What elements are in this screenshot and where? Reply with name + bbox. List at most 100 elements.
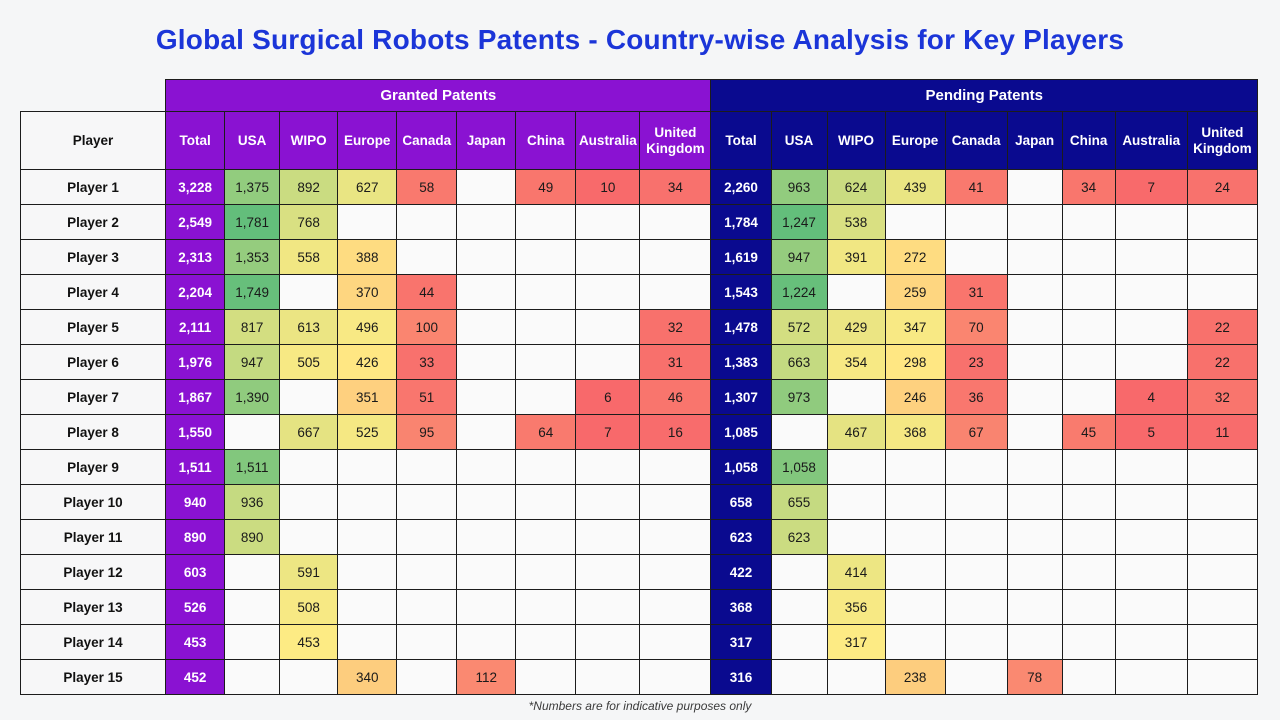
pending-total-cell: 422	[710, 554, 772, 590]
empty-cell	[884, 554, 946, 590]
empty-cell	[770, 554, 828, 590]
table-row-player-3: Player 3 2,313 1,353 558 388 1,619 947 391 272	[19, 239, 1259, 275]
table-row-player-4: Player 4 2,204 1,749 370 44 1,543 1,224 259 31	[19, 274, 1259, 310]
empty-cell	[1186, 554, 1259, 590]
empty-cell	[1186, 449, 1259, 485]
pending-value-cell: 41	[944, 169, 1008, 205]
footnote: *Numbers are for indicative purposes onl…	[528, 699, 752, 713]
granted-value-cell: 1,749	[224, 274, 281, 310]
pending-value-cell: 354	[826, 344, 886, 380]
player-name-cell: Player 8	[19, 414, 167, 450]
empty-cell	[1061, 239, 1116, 275]
pending-value-cell: 347	[884, 309, 946, 345]
granted-total-cell: 453	[165, 624, 226, 660]
empty-cell	[1114, 659, 1188, 695]
granted-value-cell: 768	[279, 204, 339, 240]
empty-cell	[575, 309, 641, 345]
empty-cell	[396, 659, 458, 695]
pending-value-cell: 429	[826, 309, 886, 345]
pending-total-cell: 316	[710, 659, 772, 695]
granted-patents-section-header: Granted Patents	[165, 79, 712, 112]
pending-total-cell: 1,478	[710, 309, 772, 345]
empty-cell	[884, 589, 946, 625]
table-row-player-1: Player 1 3,228 1,375 892 627 58 49 10 34 2,260 963…	[19, 169, 1259, 205]
empty-cell	[456, 589, 517, 625]
granted-value-cell: 44	[396, 274, 458, 310]
empty-cell	[456, 414, 517, 450]
column-header-granted-china: China	[515, 111, 577, 170]
empty-cell	[639, 624, 712, 660]
empty-cell	[224, 554, 281, 590]
table-row-player-11: Player 11 890 890 623 623	[19, 519, 1259, 555]
empty-cell	[575, 344, 641, 380]
granted-value-cell: 1,353	[224, 239, 281, 275]
pending-value-cell: 70	[944, 309, 1008, 345]
granted-value-cell: 1,375	[224, 169, 281, 205]
player-name-cell: Player 1	[19, 169, 167, 205]
empty-cell	[944, 449, 1008, 485]
granted-value-cell: 112	[456, 659, 517, 695]
empty-cell	[944, 484, 1008, 520]
empty-cell	[639, 449, 712, 485]
empty-cell	[1006, 204, 1063, 240]
empty-cell	[884, 624, 946, 660]
empty-cell	[639, 274, 712, 310]
pending-value-cell: 963	[770, 169, 828, 205]
table-row-player-2: Player 2 2,549 1,781 768 1,784 1,247 538	[19, 204, 1259, 240]
empty-cell	[396, 484, 458, 520]
empty-cell	[575, 239, 641, 275]
empty-cell	[639, 589, 712, 625]
empty-cell	[1061, 519, 1116, 555]
empty-cell	[1186, 274, 1259, 310]
empty-cell	[337, 519, 398, 555]
pending-value-cell: 23	[944, 344, 1008, 380]
column-header-pending-canada: Canada	[944, 111, 1008, 170]
empty-cell	[515, 449, 577, 485]
empty-cell	[826, 519, 886, 555]
empty-cell	[224, 589, 281, 625]
empty-cell	[1061, 309, 1116, 345]
pending-value-cell: 45	[1061, 414, 1116, 450]
empty-cell	[337, 624, 398, 660]
empty-cell	[279, 484, 339, 520]
empty-cell	[575, 274, 641, 310]
empty-cell	[884, 204, 946, 240]
empty-cell	[826, 659, 886, 695]
pending-value-cell: 368	[884, 414, 946, 450]
pending-total-cell: 1,058	[710, 449, 772, 485]
empty-cell	[1186, 659, 1259, 695]
page-title: Global Surgical Robots Patents - Country…	[155, 24, 1125, 55]
granted-total-cell: 2,313	[165, 239, 226, 275]
granted-value-cell: 388	[337, 239, 398, 275]
pending-total-cell: 658	[710, 484, 772, 520]
column-header-granted-europe: Europe	[337, 111, 398, 170]
empty-cell	[515, 519, 577, 555]
empty-cell	[770, 414, 828, 450]
pending-total-cell: 1,383	[710, 344, 772, 380]
empty-cell	[1186, 624, 1259, 660]
empty-cell	[1114, 624, 1188, 660]
empty-cell	[639, 659, 712, 695]
pending-value-cell: 655	[770, 484, 828, 520]
empty-cell	[1061, 484, 1116, 520]
empty-cell	[1006, 169, 1063, 205]
pending-value-cell: 538	[826, 204, 886, 240]
empty-cell	[515, 344, 577, 380]
pending-value-cell: 298	[884, 344, 946, 380]
pending-value-cell: 663	[770, 344, 828, 380]
granted-value-cell: 667	[279, 414, 339, 450]
empty-cell	[944, 624, 1008, 660]
player-name-cell: Player 12	[19, 554, 167, 590]
empty-cell	[1006, 274, 1063, 310]
granted-total-cell: 526	[165, 589, 226, 625]
pending-value-cell: 391	[826, 239, 886, 275]
pending-value-cell: 439	[884, 169, 946, 205]
column-header-pending-europe: Europe	[884, 111, 946, 170]
empty-cell	[944, 204, 1008, 240]
pending-value-cell: 246	[884, 379, 946, 415]
granted-total-cell: 890	[165, 519, 226, 555]
empty-cell	[456, 624, 517, 660]
pending-value-cell: 1,247	[770, 204, 828, 240]
pending-total-cell: 368	[710, 589, 772, 625]
player-name-cell: Player 2	[19, 204, 167, 240]
